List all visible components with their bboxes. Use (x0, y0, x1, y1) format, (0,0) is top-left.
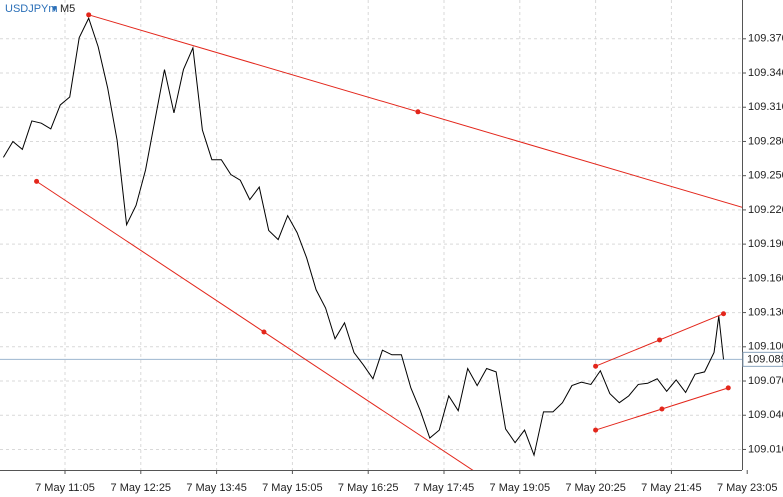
trendline-midpoint (659, 406, 665, 412)
x-tick-label: 7 May 23:05 (717, 482, 778, 494)
current-price-box (742, 351, 783, 367)
symbol[interactable]: USDJPYm (5, 3, 58, 15)
dropdown-arrow[interactable]: ▼ (50, 3, 59, 13)
x-tick-label: 7 May 12:25 (111, 482, 172, 494)
trendline-midpoint (657, 337, 663, 343)
x-tick-label: 7 May 13:45 (186, 482, 247, 494)
grid (0, 0, 742, 470)
trendline-anchor (34, 178, 40, 184)
y-tick-label: 109.190 (748, 238, 783, 250)
trendline-anchor (593, 363, 599, 369)
y-tick-label: 109.280 (748, 135, 783, 147)
x-tick-label: 7 May 20:25 (565, 482, 626, 494)
timeframe[interactable]: M5 (60, 3, 75, 15)
x-tick-label: 7 May 11:05 (35, 482, 95, 494)
axes: 109.370 109.340 109.310 109.280 109.250 109.2… (35, 33, 783, 494)
y-tick-label: 109.040 (748, 409, 783, 421)
plot-area (0, 12, 742, 470)
trendline-anchor (86, 12, 92, 18)
y-tick-label: 109.220 (748, 204, 783, 216)
y-tick-label: 109.340 (748, 67, 783, 79)
x-tick-label: 7 May 15:05 (262, 482, 323, 494)
x-tick-label: 7 May 16:25 (338, 482, 399, 494)
trendline-anchor (725, 385, 731, 391)
price-line (2, 16, 725, 457)
trendline-midpoint (415, 109, 421, 115)
x-tick-label: 7 May 17:45 (414, 482, 475, 494)
trendline-midpoint (261, 329, 267, 335)
y-tick-label: 109.070 (748, 375, 783, 387)
trendline-anchor (593, 427, 599, 433)
y-tick-label: 109.130 (748, 306, 783, 318)
y-tick-label: 109.010 (748, 443, 783, 455)
y-tick-label: 109.310 (748, 101, 783, 113)
current-price-label: 109.089 (747, 353, 783, 365)
y-tick-label: 109.370 (748, 33, 783, 45)
x-tick-label: 7 May 21:45 (641, 482, 702, 494)
x-tick-label: 7 May 19:05 (490, 482, 551, 494)
y-tick-label: 109.100 (748, 341, 783, 353)
y-tick-label: 109.250 (748, 170, 783, 182)
y-tick-label: 109.160 (748, 272, 783, 284)
trendline-anchor (721, 311, 727, 317)
